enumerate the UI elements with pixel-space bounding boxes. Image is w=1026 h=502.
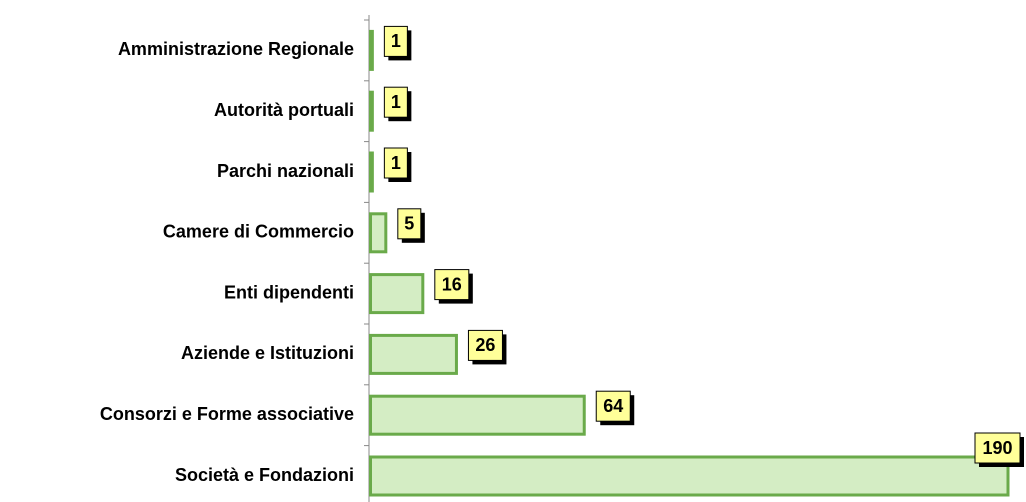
y-tick-label: Enti dipendenti bbox=[224, 282, 354, 302]
bar bbox=[369, 212, 388, 254]
label-box bbox=[397, 208, 422, 240]
label-box bbox=[383, 25, 408, 57]
data-label: 1 bbox=[391, 153, 401, 173]
data-label: 64 bbox=[603, 396, 623, 416]
data-label: 16 bbox=[442, 274, 462, 294]
data-label: 190 bbox=[982, 438, 1012, 458]
bar bbox=[369, 29, 374, 71]
bar bbox=[369, 151, 374, 193]
data-label: 5 bbox=[404, 214, 414, 234]
y-tick-label: Aziende e Istituzioni bbox=[181, 343, 354, 363]
label-box bbox=[383, 86, 408, 118]
data-label: 1 bbox=[391, 92, 401, 112]
y-tick-label: Amministrazione Regionale bbox=[118, 39, 354, 59]
y-tick-label: Parchi nazionali bbox=[217, 161, 354, 181]
bar bbox=[369, 333, 458, 375]
bar bbox=[369, 394, 586, 436]
label-box bbox=[434, 269, 470, 301]
y-tick-label: Società e Fondazioni bbox=[175, 465, 354, 485]
y-tick-label: Camere di Commercio bbox=[163, 222, 354, 242]
bar bbox=[369, 90, 374, 132]
y-tick-label: Autorità portuali bbox=[214, 100, 354, 120]
y-tick-label: Consorzi e Forme associative bbox=[100, 404, 354, 424]
label-box bbox=[595, 390, 631, 422]
data-label: 26 bbox=[475, 335, 495, 355]
data-label: 1 bbox=[391, 31, 401, 51]
label-box bbox=[467, 329, 503, 361]
bar bbox=[369, 273, 425, 315]
label-box bbox=[974, 432, 1021, 464]
label-box bbox=[383, 147, 408, 179]
bar bbox=[369, 455, 1010, 497]
